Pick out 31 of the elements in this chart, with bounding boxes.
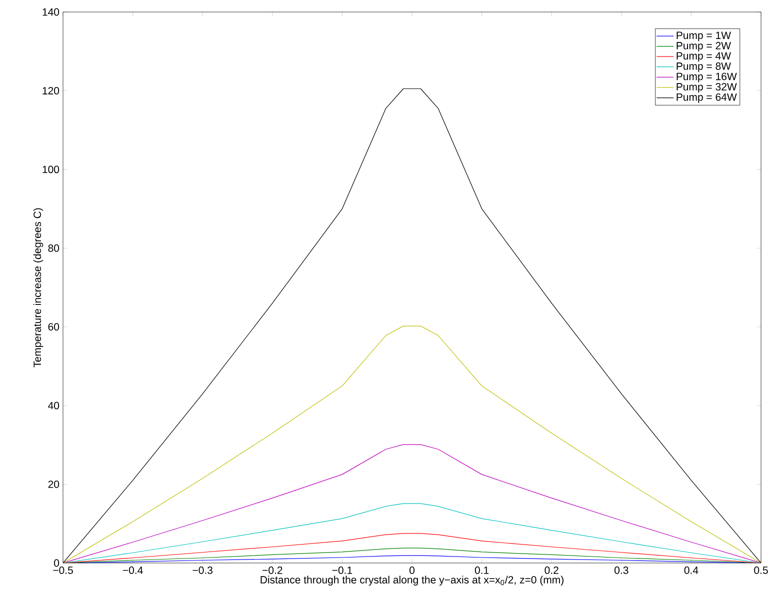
y-tick-label: 80: [48, 244, 60, 252]
legend-label: Pump = 32W: [676, 83, 737, 93]
legend-label: Pump = 16W: [676, 72, 737, 82]
y-tick-label: 20: [48, 480, 60, 488]
y-tick-label: 140: [42, 8, 60, 16]
x-tick-label: 0.1: [474, 566, 489, 574]
legend-label: Pump = 8W: [676, 62, 731, 72]
legend-label: Pump = 64W: [676, 93, 737, 103]
y-axis-title: Temperature increase (degrees C): [33, 208, 44, 368]
x-tick-label: −0.4: [122, 566, 143, 574]
x-axis-title: Distance through the crystal along the y−axis at x=x$_{0}$/2, z=0 (mm): [260, 576, 564, 586]
legend-label: Pump = 4W: [676, 52, 731, 62]
x-tick-label: 0.5: [754, 566, 768, 574]
y-tick-label: 40: [48, 402, 60, 410]
line-series: [63, 326, 762, 563]
legend-label: Pump = 1W: [676, 32, 731, 42]
x-tick-label: 0.3: [614, 566, 628, 574]
line-series: [63, 503, 762, 563]
x-tick-label: 0.2: [544, 566, 558, 574]
x-tick-label: −0.1: [332, 566, 352, 574]
y-tick-label: 0: [54, 559, 60, 567]
x-tick-label: −0.5: [53, 566, 73, 574]
line-series: [63, 444, 762, 563]
x-tick-label: 0.4: [684, 566, 698, 574]
x-tick-label: −0.3: [192, 566, 213, 574]
legend-label: Pump = 2W: [676, 42, 731, 52]
x-tick-label: −0.2: [262, 566, 282, 574]
y-tick-label: 60: [48, 323, 60, 331]
x-tick-label: 0: [409, 566, 415, 574]
y-tick-label: 100: [42, 166, 60, 174]
y-tick-label: 120: [42, 86, 60, 94]
